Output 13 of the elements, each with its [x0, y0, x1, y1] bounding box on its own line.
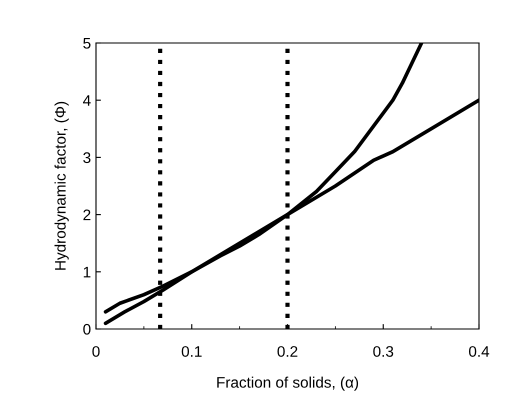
y-axis-title: Hydrodynamic factor, (Φ) — [54, 102, 69, 270]
x-tick-label: 0.4 — [468, 346, 490, 357]
y-tick-label: 5 — [83, 38, 90, 49]
y-tick-label: 2 — [83, 209, 90, 220]
x-axis-title: Fraction of solids, (α) — [217, 376, 358, 391]
x-tick-label: 0 — [92, 346, 100, 357]
y-tick-label: 1 — [84, 266, 90, 278]
x-tick-label: 0.2 — [277, 346, 298, 357]
y-tick-label: 4 — [82, 95, 91, 106]
x-tick-label: 0.1 — [182, 346, 202, 357]
y-tick-label: 0 — [83, 324, 91, 335]
x-tick-label: 0.3 — [373, 346, 394, 357]
y-tick-label: 3 — [83, 152, 90, 164]
